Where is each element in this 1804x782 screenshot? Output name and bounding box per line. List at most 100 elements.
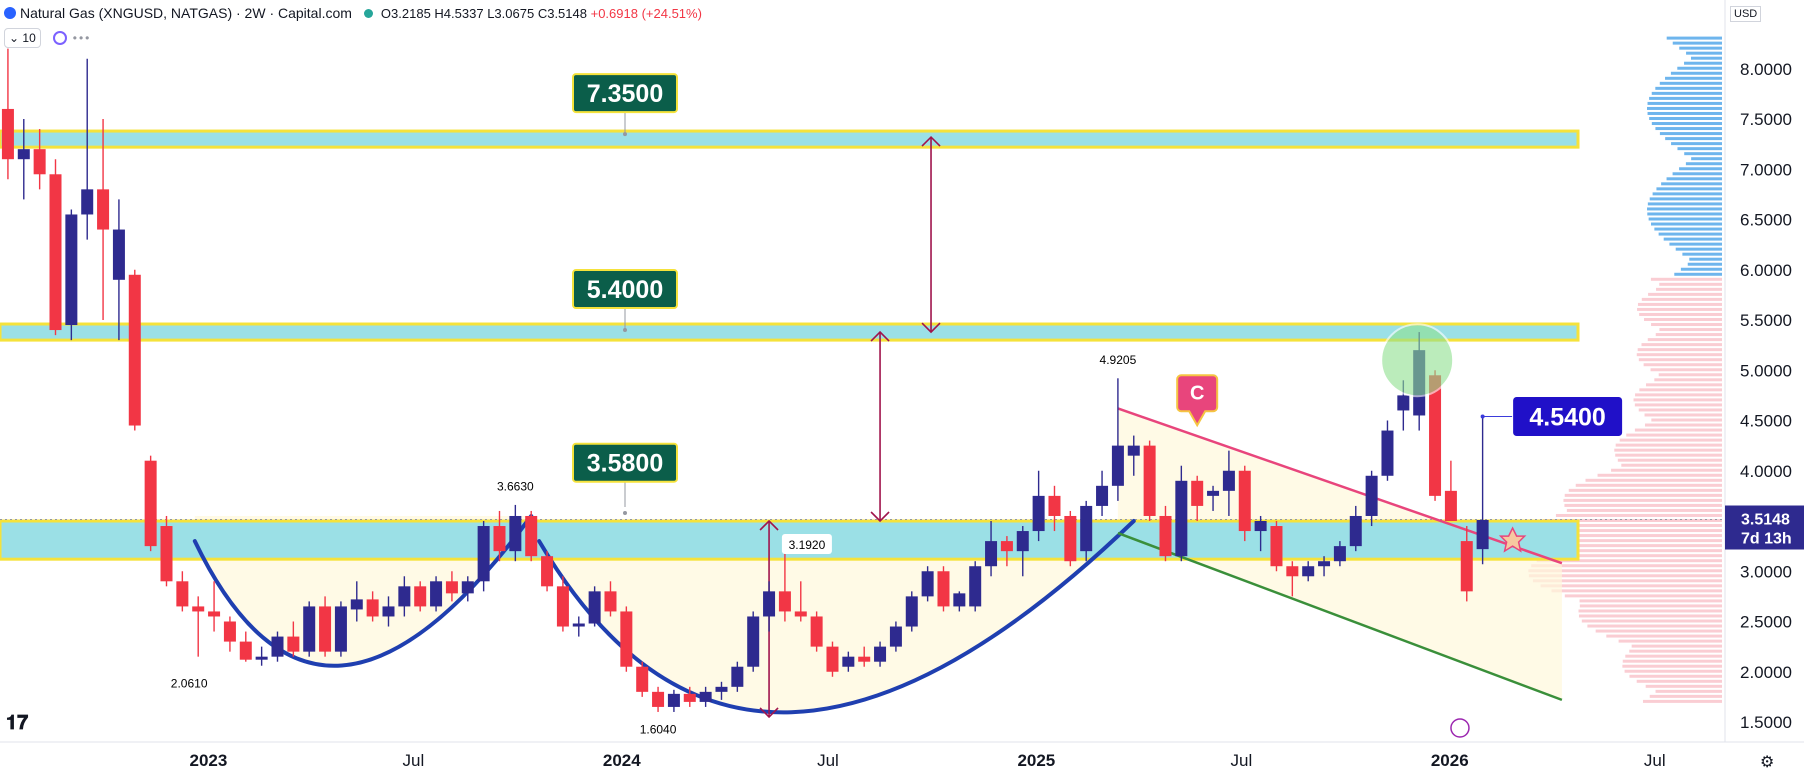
volume-profile-bar (1619, 438, 1722, 442)
y-tick-label: 5.5000 (1740, 311, 1792, 330)
volume-profile-bar (1587, 624, 1722, 628)
volume-profile-bar (1555, 513, 1722, 517)
interval-count: 10 (22, 31, 36, 45)
volume-profile-bar (1646, 383, 1722, 387)
symbol-title[interactable]: Natural Gas (XNGUSD, NATGAS) · 2W · Capi… (20, 5, 352, 21)
candle-body (667, 693, 680, 707)
candle-body (81, 189, 94, 215)
level-label-box (572, 73, 678, 114)
candle-body (176, 581, 189, 607)
volume-profile-bar (1536, 559, 1722, 563)
candle-body (239, 641, 252, 660)
volume-profile-bar (1677, 66, 1722, 70)
volume-profile-bar (1661, 182, 1722, 186)
candle-body (1000, 541, 1013, 552)
volume-profile-bar (1532, 524, 1722, 528)
volume-profile-bar (1634, 403, 1722, 407)
level-label: 3.5800 (587, 450, 663, 478)
x-tick-label: 2024 (603, 751, 641, 770)
ohlc-values: O3.2185 H4.5337 L3.0675 C3.5148 +0.6918 … (381, 6, 702, 21)
candle-body (731, 666, 744, 687)
volume-profile-bar (1638, 408, 1722, 412)
candle-body (414, 586, 427, 607)
volume-profile-bar (1647, 207, 1722, 211)
volume-profile-bar (1647, 202, 1722, 206)
price-label: 3.6630 (497, 480, 534, 494)
volume-profile-bar (1585, 478, 1722, 482)
volume-profile-bar (1639, 312, 1722, 316)
x-tick-label: 2026 (1431, 751, 1469, 770)
candle-body (461, 581, 474, 594)
volume-profile-bar (1624, 669, 1722, 673)
candle-body (1191, 480, 1204, 506)
price-label-bg (781, 533, 832, 554)
volume-profile-bar (1674, 272, 1722, 276)
level-label: 5.4000 (587, 276, 663, 304)
candle-body (334, 606, 347, 652)
volume-profile-bar (1672, 41, 1722, 45)
volume-profile-bar (1575, 483, 1722, 487)
high-value: H4.5337 (434, 5, 484, 21)
volume-profile-bar (1579, 599, 1722, 603)
y-tick-label: 5.0000 (1740, 361, 1792, 380)
candle-body (763, 591, 776, 617)
candle-body (572, 623, 585, 627)
volume-profile-bar (1671, 142, 1722, 146)
y-tick-label: 7.5000 (1740, 110, 1792, 129)
currency-selector[interactable]: USD (1730, 6, 1762, 22)
volume-profile-bar (1642, 699, 1722, 703)
trendline-support (1117, 531, 1563, 702)
volume-profile-bar (1524, 529, 1722, 533)
volume-profile-bar (1542, 519, 1722, 522)
volume-profile-bar (1656, 187, 1722, 191)
tradingview-logo-icon[interactable]: 𝟏𝟕 (6, 712, 29, 734)
callout-letter: C (1190, 382, 1204, 404)
volume-profile-bar (1597, 473, 1722, 477)
volume-profile-bar (1615, 443, 1722, 447)
volume-profile-bar (1564, 493, 1722, 497)
y-tick-label: 6.0000 (1740, 261, 1792, 280)
y-tick-label: 2.5000 (1740, 613, 1792, 632)
volume-profile-bar (1679, 167, 1722, 171)
candle-body (303, 606, 316, 652)
settings-gear-icon[interactable]: ⚙ (1760, 754, 1775, 771)
volume-profile (1521, 36, 1722, 703)
cup-fill (539, 521, 1134, 713)
candle-body (223, 621, 236, 642)
candle-body (430, 581, 443, 607)
candle-body (1254, 521, 1267, 532)
volume-profile-bar (1658, 373, 1722, 377)
low-value: L3.0675 (487, 5, 535, 21)
volume-profile-bar (1563, 498, 1722, 502)
volume-profile-bar (1614, 448, 1722, 452)
volume-profile-bar (1578, 614, 1722, 618)
target-label: 4.5400 (1529, 403, 1605, 431)
volume-profile-bar (1651, 323, 1722, 327)
volume-profile-bar (1564, 594, 1722, 598)
more-icon[interactable]: ••• (72, 31, 92, 45)
star-icon (1498, 526, 1527, 553)
volume-profile-bar (1639, 388, 1722, 392)
candle-body (636, 666, 649, 692)
interval-count-toggle[interactable]: ⌄ 10 (4, 28, 41, 48)
candle-body (493, 526, 506, 552)
price-label: 1.6040 (640, 723, 677, 737)
volume-profile-bar (1670, 71, 1722, 75)
candle-body (319, 606, 332, 652)
candle-body (509, 515, 522, 552)
candle-body (541, 556, 554, 587)
volume-profile-bar (1649, 117, 1722, 120)
refresh-icon[interactable] (52, 31, 67, 45)
y-tick-label: 2.0000 (1740, 663, 1792, 682)
candle-body (1460, 541, 1473, 592)
volume-profile-bar (1645, 684, 1722, 688)
volume-profile-bar (1644, 318, 1722, 321)
volume-profile-bar (1595, 629, 1722, 633)
y-tick-label: 6.5000 (1740, 211, 1792, 230)
candle-body (33, 149, 46, 175)
candle-body (985, 541, 998, 567)
candle-body (810, 616, 823, 647)
volume-profile-bar (1634, 428, 1722, 432)
